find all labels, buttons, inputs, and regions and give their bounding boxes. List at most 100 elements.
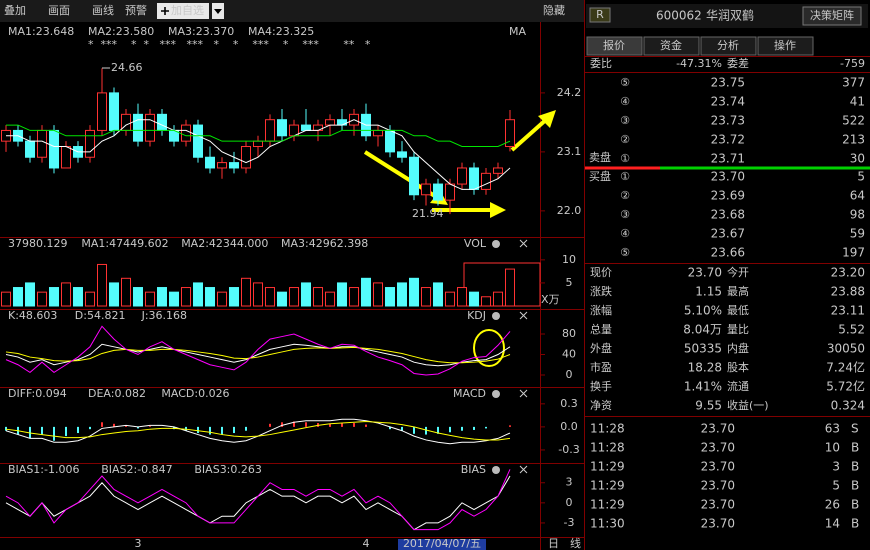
book-level: ②	[620, 189, 630, 202]
tab[interactable]	[757, 36, 814, 56]
indicator-line	[5, 469, 511, 531]
tick-volume: 3	[832, 460, 840, 474]
tick-volume: 63	[825, 422, 840, 436]
y-tick-label: 40	[562, 347, 576, 360]
indicator-line	[5, 346, 511, 364]
tab[interactable]	[586, 36, 643, 56]
period-label[interactable]: 日	[548, 537, 559, 550]
volume-bar	[97, 263, 107, 307]
panel-title: MA	[509, 25, 526, 38]
settings-icon[interactable]	[492, 466, 500, 474]
stat-label: 收益(一)	[727, 398, 769, 412]
settings-icon[interactable]	[492, 312, 500, 320]
date-box	[398, 539, 486, 550]
indicator-line	[5, 343, 511, 367]
book-volume: 197	[842, 246, 865, 260]
panel-header: MA4:23.325	[248, 25, 314, 38]
candle-body	[145, 113, 155, 142]
stock-code: 600062	[656, 9, 702, 23]
tab-label: 资金	[660, 38, 682, 52]
stat-value: 23.88	[831, 285, 865, 299]
badge: R	[596, 8, 604, 21]
volume-bar	[37, 291, 47, 307]
toolbar-item[interactable]: 预警	[125, 3, 147, 17]
y-tick-label: 24.2	[557, 86, 582, 99]
matrix-button[interactable]	[802, 6, 862, 26]
volume-bar	[265, 287, 275, 307]
y-tick-label: 80	[562, 327, 576, 340]
stat-label: 最高	[727, 284, 749, 298]
book-volume: 213	[842, 133, 865, 147]
toolbar-item[interactable]: 画面	[48, 4, 70, 17]
buy-label: 买盘	[589, 169, 611, 183]
tick-side: B	[851, 517, 859, 531]
volume-unit: X万	[541, 293, 560, 306]
tick-side: B	[851, 479, 859, 493]
period-label[interactable]: 线	[570, 536, 581, 550]
stat-value: 5.10%	[684, 304, 722, 318]
volume-bar	[25, 282, 35, 307]
candle-body	[481, 172, 491, 190]
panel-title: KDJ	[467, 309, 486, 322]
candle-body	[445, 183, 455, 201]
tick-price: 23.70	[701, 498, 735, 512]
book-level: ②	[620, 133, 630, 146]
book-price: 23.74	[711, 95, 745, 109]
tick-price: 23.70	[701, 460, 735, 474]
panel-header: MACD:0.026	[161, 387, 229, 400]
volume-bar	[325, 291, 335, 307]
volume-bar	[61, 282, 71, 307]
toolbar-item[interactable]: 画线	[92, 3, 114, 17]
book-volume: 41	[850, 95, 865, 109]
tick-side: B	[851, 441, 859, 455]
matrix-label: 决策矩阵	[810, 8, 854, 22]
volume-bar	[421, 287, 431, 307]
panel-header: MA3:42962.398	[281, 237, 368, 250]
panel-header: DIFF:0.094	[8, 387, 67, 400]
candle-body	[409, 156, 419, 196]
weibi-value: -47.31%	[676, 57, 722, 70]
close-icon[interactable]	[519, 311, 528, 320]
book-volume: 5	[857, 170, 865, 184]
add-button-bg[interactable]	[157, 3, 209, 19]
sell-label: 卖盘	[589, 150, 611, 164]
book-level: ③	[620, 114, 630, 127]
tick-side: S	[851, 422, 859, 436]
volume-bar	[205, 287, 215, 307]
settings-icon[interactable]	[492, 240, 500, 248]
panel-header: DEA:0.082	[88, 387, 146, 400]
x-tick-label: 3	[135, 537, 142, 550]
volume-bar	[145, 291, 155, 307]
book-volume: 377	[842, 76, 865, 90]
book-price: 23.70	[711, 170, 745, 184]
candle-body	[85, 129, 95, 158]
close-icon[interactable]	[519, 389, 528, 398]
settings-icon[interactable]	[492, 390, 500, 398]
tab[interactable]	[700, 36, 757, 56]
close-icon[interactable]	[519, 239, 528, 248]
toolbar-item[interactable]: 叠加	[4, 4, 26, 17]
candle-body	[433, 183, 443, 201]
volume-bar	[301, 282, 311, 307]
volume-bar	[133, 287, 143, 307]
stat-label: 换手	[590, 379, 612, 393]
volume-bar	[13, 287, 23, 307]
y-tick-label: 0.3	[560, 397, 578, 410]
close-icon[interactable]	[519, 465, 528, 474]
volume-bar	[445, 291, 455, 307]
stat-label: 总量	[590, 322, 612, 336]
book-price: 23.73	[711, 114, 745, 128]
volume-bar	[229, 287, 239, 307]
book-volume: 30	[850, 152, 865, 166]
high-label: 24.66	[111, 61, 143, 74]
date-label: 2017/04/07/五	[403, 537, 481, 550]
tab[interactable]	[643, 36, 700, 56]
hide-button: 隐藏	[543, 4, 565, 17]
weicha-label: 委差	[727, 56, 749, 70]
highlight-circle	[473, 329, 505, 367]
indicator-line	[5, 325, 511, 376]
volume-bar	[493, 291, 503, 307]
stat-value: 18.28	[688, 361, 722, 375]
book-price: 23.66	[711, 246, 745, 260]
volume-bar	[253, 282, 263, 307]
